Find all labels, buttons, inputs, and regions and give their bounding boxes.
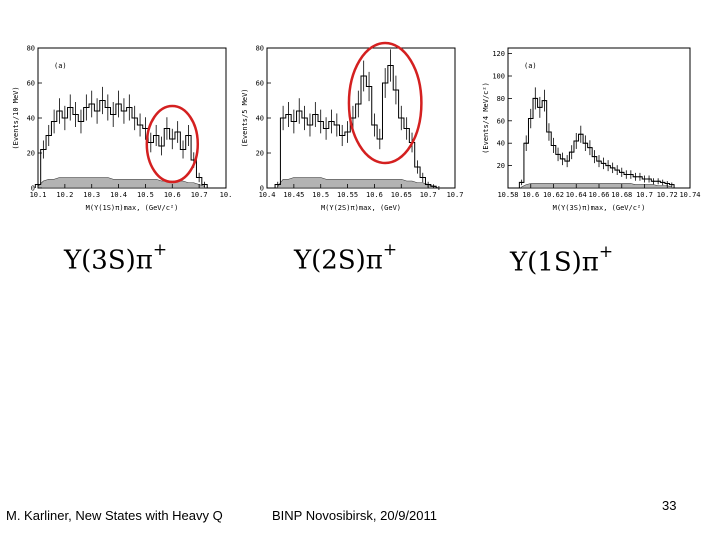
x-tick-label: 10.55 xyxy=(337,191,358,199)
y-tick-label: 100 xyxy=(492,73,505,81)
x-tick-label: 10.6 xyxy=(522,191,539,199)
x-tick-label: 10.68 xyxy=(611,191,632,199)
histogram-line xyxy=(34,100,208,188)
y-tick-label: 80 xyxy=(27,45,35,53)
x-tick-label: 10.74 xyxy=(679,191,700,199)
formula-sup: + xyxy=(382,240,398,260)
y-tick-label: 80 xyxy=(256,45,264,53)
background-band xyxy=(277,177,439,189)
x-tick-label: 10. xyxy=(220,191,233,199)
histogram-panel-1: 0 20 40 60 80 10.1 10.2 10.3 10.4 10.5 10.6 10.7 10.… xyxy=(8,44,234,220)
x-tick-label: 10.7 xyxy=(191,191,208,199)
formula-sup: + xyxy=(598,242,614,262)
y-tick-label: 60 xyxy=(497,117,505,125)
x-tick-label: 10.7 xyxy=(447,191,464,199)
x-tick-label: 10.4 xyxy=(110,191,127,199)
panel-label: (a) xyxy=(54,62,67,70)
y-tick-label: 60 xyxy=(27,80,35,88)
x-tick-label: 10.66 xyxy=(588,191,609,199)
footer-venue: BINP Novosibirsk, 20/9/2011 xyxy=(272,508,437,523)
formula-ups2s-pi: Υ(2S)π+ xyxy=(294,240,397,276)
chart-ups1s-pi: 0 20 40 60 80 10.1 10.2 10.3 10.4 10.5 10.6 10.7 10.… xyxy=(12,45,233,213)
y-tick-label: 20 xyxy=(497,162,505,170)
x-tick-label: 10.62 xyxy=(543,191,564,199)
x-axis-label: M(Υ(3S)π)max, (GeV/c²) xyxy=(553,204,646,212)
x-tick-label: 10.7 xyxy=(420,191,437,199)
y-tick-label: 40 xyxy=(497,140,505,148)
footer-author: M. Karliner, New States with Heavy Q xyxy=(6,508,223,523)
chart-ups2s-pi: 0 20 40 60 80 10.4 10.45 10.5 10.55 10.6 10.65 10.7… xyxy=(241,41,464,212)
background-band xyxy=(521,183,673,189)
histogram-line xyxy=(274,65,442,189)
x-tick-label: 10.6 xyxy=(164,191,181,199)
x-tick-label: 10.45 xyxy=(283,191,304,199)
y-tick-label: 20 xyxy=(27,150,35,158)
y-axis-label: (Events/10 MeV) xyxy=(12,86,20,149)
x-tick-label: 10.58 xyxy=(497,191,518,199)
background-band xyxy=(37,177,205,189)
y-tick-label: 0 xyxy=(260,185,264,193)
histogram-panel-3: 20 40 60 80 100 120 10.58 10.6 10.62 10.64 10.66 10… xyxy=(478,44,701,220)
page-number: 33 xyxy=(662,498,677,513)
highlight-ellipse xyxy=(145,104,200,184)
histogram-line xyxy=(518,97,675,188)
x-tick-label: 10.72 xyxy=(657,191,678,199)
y-tick-label: 80 xyxy=(497,95,505,103)
x-tick-label: 10.3 xyxy=(83,191,100,199)
x-tick-label: 10.65 xyxy=(391,191,412,199)
histogram-panel-2: 0 20 40 60 80 10.4 10.45 10.5 10.55 10.6 10.65 10.7… xyxy=(237,41,464,220)
formula-base: Υ(2S)π xyxy=(294,245,383,276)
formula-base: Υ(1S)π xyxy=(510,247,599,278)
x-tick-label: 10.64 xyxy=(566,191,587,199)
y-tick-label: 20 xyxy=(256,150,264,158)
highlight-ellipse xyxy=(347,41,423,165)
x-axis-label: M(Υ(2S)π)max, (GeV) xyxy=(321,204,401,212)
y-tick-label: 120 xyxy=(492,50,505,58)
y-tick-label: 40 xyxy=(256,115,264,123)
formula-ups3s-pi: Υ(3S)π+ xyxy=(64,240,167,276)
x-tick-label: 10.4 xyxy=(259,191,276,199)
y-tick-label: 0 xyxy=(31,185,35,193)
x-tick-label: 10.7 xyxy=(636,191,653,199)
y-tick-label: 60 xyxy=(256,80,264,88)
y-axis-label: (Events/4 MeV/c²) xyxy=(482,82,490,154)
x-axis-label: M(Υ(1S)π)max, (GeV/c²) xyxy=(86,204,179,212)
x-tick-label: 10.1 xyxy=(30,191,47,199)
plot-frame xyxy=(266,47,456,189)
x-tick-label: 10.5 xyxy=(312,191,329,199)
formula-base: Υ(3S)π xyxy=(64,245,153,276)
y-axis-label: (Events/5 MeV) xyxy=(241,88,249,147)
formula-ups1s-pi: Υ(1S)π+ xyxy=(510,242,613,278)
x-tick-label: 10.6 xyxy=(366,191,383,199)
y-tick-label: 40 xyxy=(27,115,35,123)
formula-sup: + xyxy=(152,240,168,260)
panel-label: (a) xyxy=(524,62,537,70)
x-tick-label: 10.2 xyxy=(56,191,73,199)
x-tick-label: 10.5 xyxy=(137,191,154,199)
